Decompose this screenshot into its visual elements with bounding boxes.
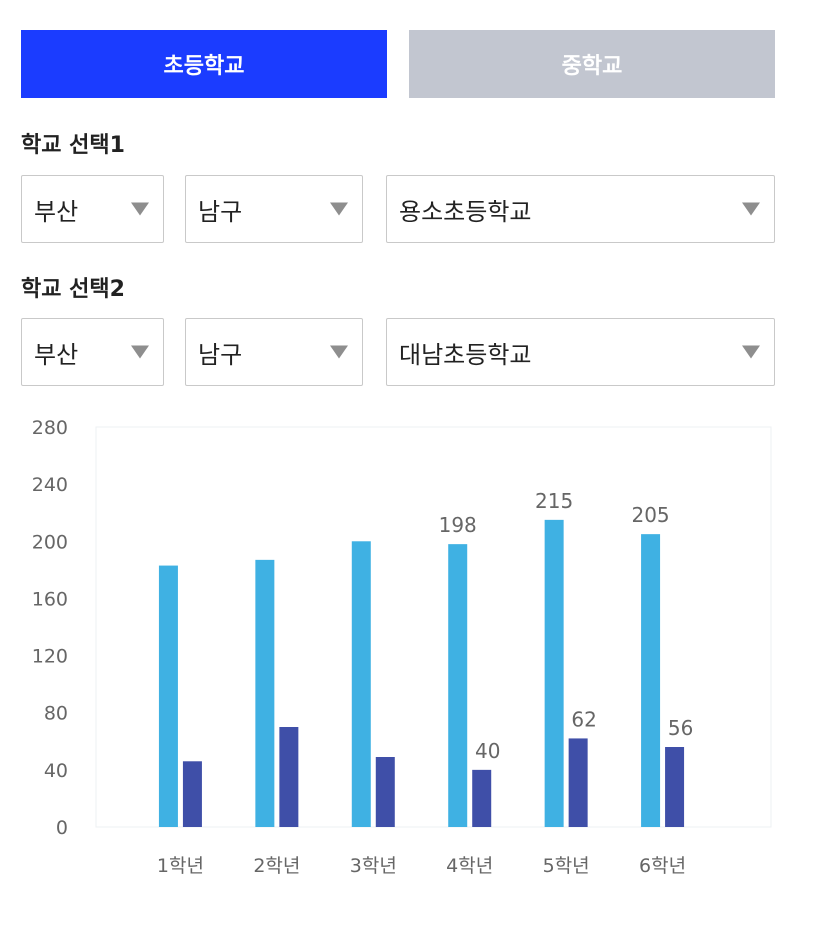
dropdown-arrow-icon <box>131 345 149 359</box>
bar-series1-6 <box>641 534 661 827</box>
select2-school-dropdown[interactable]: 대남초등학교 <box>386 318 775 386</box>
select1-city-dropdown[interactable]: 부산 <box>21 175 164 243</box>
dropdown-arrow-icon <box>742 345 760 359</box>
data-label: 56 <box>668 716 693 740</box>
dropdown-arrow-icon <box>330 345 348 359</box>
dropdown-arrow-icon <box>330 202 348 216</box>
dropdown-arrow-icon <box>131 202 149 216</box>
grade-bar-chart: 0 40 80 120 160 200 240 280 198 215 205 40 62 56 1학년 2학… <box>32 417 772 877</box>
select2-district-value: 남구 <box>198 340 243 369</box>
x-axis-tick-label: 4학년 <box>446 855 493 877</box>
y-axis-tick-label: 80 <box>44 703 68 725</box>
bar-series2-2 <box>279 727 299 827</box>
bar-series2-6 <box>665 747 685 827</box>
data-label: 40 <box>475 739 500 763</box>
tab-middle-school[interactable]: 중학교 <box>409 30 775 98</box>
bar-series1-2 <box>255 559 275 827</box>
data-label: 205 <box>631 503 669 527</box>
y-axis-tick-label: 240 <box>32 474 68 496</box>
bar-series2-5 <box>568 738 588 827</box>
y-axis-tick-label: 160 <box>32 588 68 610</box>
data-label: 198 <box>439 513 477 537</box>
select2-district-dropdown[interactable]: 남구 <box>185 318 363 386</box>
select1-school-value: 용소초등학교 <box>399 197 532 226</box>
select2-city-value: 부산 <box>34 340 79 369</box>
x-axis-tick-label: 2학년 <box>253 855 300 877</box>
y-axis-tick-label: 280 <box>32 417 68 439</box>
data-label: 62 <box>571 707 596 731</box>
select1-school-dropdown[interactable]: 용소초등학교 <box>386 175 775 243</box>
y-axis-tick-label: 0 <box>56 817 68 839</box>
school-selection-2-label: 학교 선택2 <box>21 277 125 302</box>
school-selection-1-label: 학교 선택1 <box>21 133 125 158</box>
bar-series1-1 <box>158 565 178 827</box>
select2-school-value: 대남초등학교 <box>399 340 532 369</box>
bar-series2-4 <box>472 769 492 827</box>
bar-series1-3 <box>351 541 371 827</box>
dropdown-arrow-icon <box>742 202 760 216</box>
bar-series1-4 <box>448 544 468 827</box>
x-axis-tick-label: 6학년 <box>639 855 686 877</box>
x-axis-tick-label: 1학년 <box>157 855 204 877</box>
x-axis-tick-label: 3학년 <box>350 855 397 877</box>
plot-area-frame <box>95 426 772 828</box>
y-axis-tick-label: 40 <box>44 760 68 782</box>
select2-city-dropdown[interactable]: 부산 <box>21 318 164 386</box>
bar-series1-5 <box>544 519 564 827</box>
tab-elementary-school[interactable]: 초등학교 <box>21 30 387 98</box>
bar-series2-1 <box>182 761 202 827</box>
data-label: 215 <box>535 489 573 513</box>
x-axis-tick-label: 5학년 <box>543 855 590 877</box>
bar-series2-3 <box>375 757 395 827</box>
y-axis-tick-label: 120 <box>32 646 68 668</box>
select1-district-value: 남구 <box>198 197 243 226</box>
y-axis-tick-label: 200 <box>32 531 68 553</box>
select1-district-dropdown[interactable]: 남구 <box>185 175 363 243</box>
select1-city-value: 부산 <box>34 197 79 226</box>
